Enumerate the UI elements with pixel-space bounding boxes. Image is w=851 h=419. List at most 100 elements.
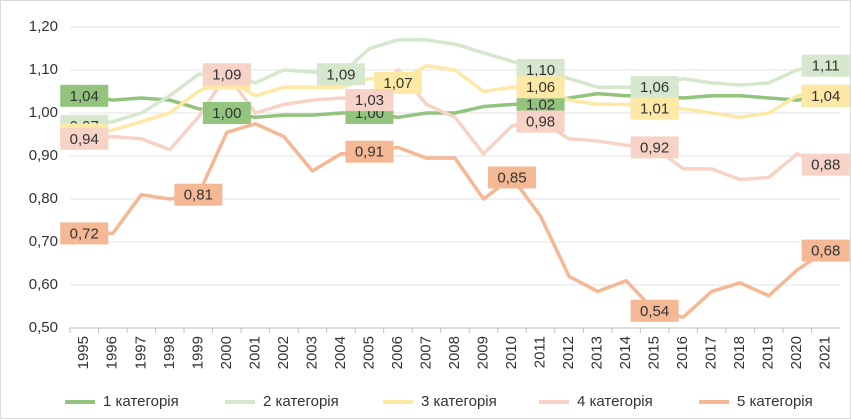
- data-label: 0,68: [801, 239, 850, 262]
- y-tick-label: 0,50: [29, 319, 58, 336]
- data-label-text: 1,06: [526, 79, 555, 96]
- data-label: 0,94: [60, 127, 109, 150]
- data-label: 1,03: [345, 89, 394, 112]
- data-label: 1,06: [630, 76, 679, 99]
- data-label: 0,92: [630, 136, 679, 159]
- x-tick-label: 2020: [788, 336, 805, 369]
- data-label: 1,04: [60, 84, 109, 107]
- x-tick-label: 2013: [589, 336, 606, 369]
- y-tick-label: 1,10: [29, 61, 58, 78]
- data-label: 0,54: [630, 299, 679, 322]
- x-tick-label: 2006: [389, 336, 406, 369]
- x-tick-label: 1995: [75, 336, 92, 369]
- data-label-text: 1,02: [526, 96, 555, 113]
- x-tick-label: 2010: [503, 336, 520, 369]
- legend-label: 5 категорія: [737, 393, 813, 410]
- data-label-box: [516, 93, 565, 116]
- x-tick-label: 2000: [218, 336, 235, 369]
- x-tick-label: 2012: [560, 336, 577, 369]
- y-tick-label: 0,90: [29, 147, 58, 164]
- data-label-box: [801, 54, 850, 77]
- data-label: 1,09: [316, 63, 365, 86]
- data-label-box: [801, 84, 850, 107]
- data-label: 1,09: [202, 63, 251, 86]
- x-tick-label: 2001: [246, 336, 263, 369]
- x-tick-label: 2016: [674, 336, 691, 369]
- y-tick-label: 1,20: [29, 18, 58, 35]
- x-tick-label: 2007: [417, 336, 434, 369]
- legend-label: 4 категорія: [577, 393, 653, 410]
- data-label-text: 1,10: [526, 62, 555, 79]
- y-tick-label: 1,00: [29, 104, 58, 121]
- data-label-box: [373, 71, 422, 94]
- data-label-text: 0,88: [811, 157, 840, 174]
- data-label-box: [516, 76, 565, 99]
- data-label-box: [488, 166, 537, 189]
- y-tick-label: 0,60: [29, 276, 58, 293]
- data-label-text: 0,94: [70, 131, 99, 148]
- data-label-text: 1,00: [212, 105, 241, 122]
- x-tick-label: 2003: [303, 336, 320, 369]
- x-tick-label: 2002: [275, 336, 292, 369]
- data-label-box: [60, 222, 109, 245]
- data-label: 1,01: [630, 97, 679, 120]
- x-tick-label: 2018: [731, 336, 748, 369]
- y-tick-label: 0,80: [29, 190, 58, 207]
- data-label-box: [60, 127, 109, 150]
- data-label-box: [174, 183, 223, 206]
- data-label-box: [516, 59, 565, 81]
- data-label: 0,88: [801, 153, 850, 176]
- x-tick-label: 2021: [817, 336, 834, 369]
- legend-label: 2 категорія: [263, 393, 339, 410]
- data-label-box: [345, 140, 394, 163]
- x-tick-label: 2019: [760, 336, 777, 369]
- data-label: 1,06: [516, 76, 565, 99]
- x-tick-label: 2009: [474, 336, 491, 369]
- data-label-text: 1,11: [812, 58, 840, 75]
- data-label-box: [202, 63, 251, 86]
- data-label: 1,11: [801, 54, 850, 77]
- data-label-text: 0,92: [640, 139, 669, 156]
- x-tick-label: 1998: [161, 336, 178, 369]
- data-label-box: [630, 136, 679, 159]
- data-label-box: [630, 76, 679, 99]
- x-tick-label: 2017: [703, 336, 720, 369]
- data-label-box: [345, 89, 394, 112]
- data-label-box: [60, 84, 109, 107]
- data-label-box: [316, 63, 365, 86]
- x-tick-label: 2014: [617, 336, 634, 369]
- data-label-box: [801, 153, 850, 176]
- legend-label: 1 категорія: [103, 393, 179, 410]
- x-tick-label: 2011: [532, 336, 549, 368]
- x-tick-label: 1999: [189, 336, 206, 369]
- series-line: [84, 122, 827, 319]
- x-tick-label: 2004: [332, 336, 349, 369]
- data-label: 1,04: [801, 84, 850, 107]
- x-tick-label: 2015: [646, 336, 663, 369]
- legend-label: 3 категорія: [421, 393, 497, 410]
- data-label-text: 1,04: [70, 88, 99, 105]
- x-tick-label: 2008: [446, 336, 463, 369]
- data-label: 1,02: [516, 93, 565, 116]
- data-label: 0,85: [488, 166, 537, 189]
- data-label-box: [630, 97, 679, 120]
- y-tick-label: 0,70: [29, 233, 58, 250]
- data-label-box: [630, 299, 679, 322]
- data-label-text: 0,68: [811, 243, 840, 260]
- data-label: 1,00: [202, 102, 251, 124]
- data-label-text: 0,85: [497, 169, 526, 186]
- data-label: 1,10: [516, 59, 565, 81]
- x-tick-label: 2005: [360, 336, 377, 369]
- data-label-text: 0,91: [355, 144, 384, 161]
- x-tick-label: 1997: [132, 336, 149, 369]
- data-label-text: 0,54: [640, 303, 669, 320]
- x-tick-label: 1996: [104, 336, 121, 369]
- data-label-box: [801, 239, 850, 262]
- data-label-box: [202, 102, 251, 124]
- data-label-text: 1,06: [640, 79, 669, 96]
- data-label: 0,72: [60, 222, 109, 245]
- data-label-text: 1,01: [640, 101, 669, 118]
- data-label-text: 0,72: [70, 225, 99, 242]
- data-label: 0,91: [345, 140, 394, 163]
